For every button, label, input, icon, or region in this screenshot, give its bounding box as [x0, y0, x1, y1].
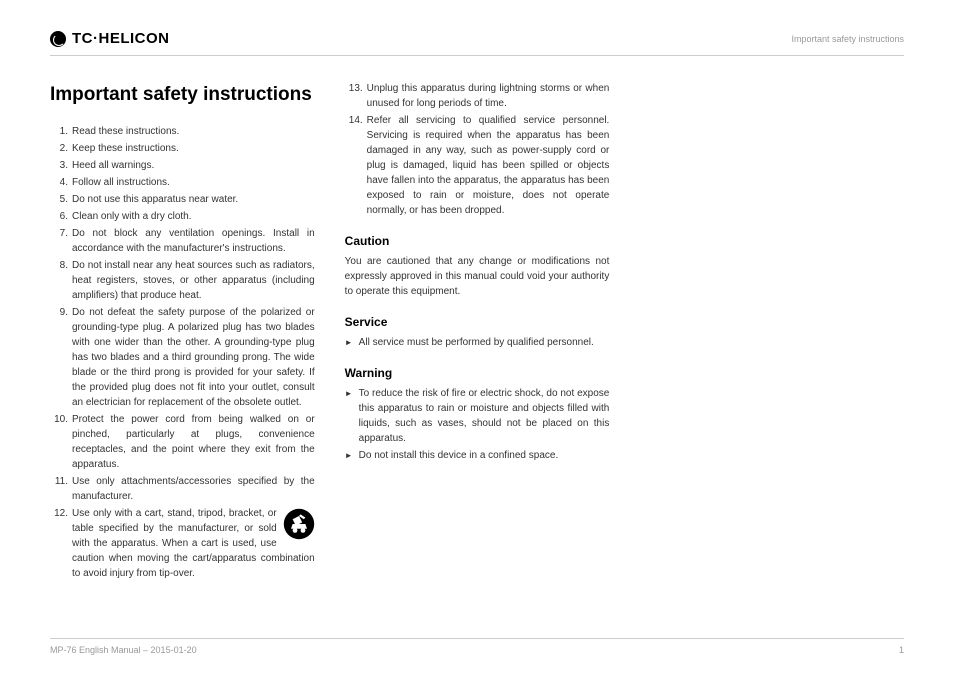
- list-item: Do not use this apparatus near water.: [50, 192, 315, 207]
- list-item: To reduce the risk of fire or electric s…: [345, 386, 610, 446]
- list-item: Do not install near any heat sources suc…: [50, 258, 315, 303]
- list-item: Read these instructions.: [50, 124, 315, 139]
- list-item: Do not defeat the safety purpose of the …: [50, 305, 315, 410]
- list-item: Use only attachments/accessories specifi…: [50, 474, 315, 504]
- column-right: [639, 81, 904, 583]
- header-section-label: Important safety instructions: [791, 34, 904, 44]
- list-item: Follow all instructions.: [50, 175, 315, 190]
- logo-text: TC·HELICON: [72, 30, 170, 47]
- list-item: Do not block any ventilation openings. I…: [50, 226, 315, 256]
- content-area: Important safety instructions Read these…: [50, 81, 904, 583]
- list-item: Clean only with a dry cloth.: [50, 209, 315, 224]
- page-title: Important safety instructions: [50, 81, 315, 110]
- list-item: Keep these instructions.: [50, 141, 315, 156]
- column-left: Important safety instructions Read these…: [50, 81, 315, 583]
- list-item: Use only with a cart, stand, tripod, bra…: [50, 506, 315, 581]
- list-item: Heed all warnings.: [50, 158, 315, 173]
- caution-heading: Caution: [345, 232, 610, 250]
- caution-text: You are cautioned that any change or mod…: [345, 254, 610, 299]
- footer-left: MP-76 English Manual – 2015-01-20: [50, 645, 197, 655]
- page-footer: MP-76 English Manual – 2015-01-20 1: [50, 638, 904, 655]
- safety-list-part1: Read these instructions. Keep these instr…: [50, 124, 315, 581]
- service-list: All service must be performed by qualifi…: [345, 335, 610, 350]
- list-item: Do not install this device in a confined…: [345, 448, 610, 463]
- footer-page-number: 1: [899, 645, 904, 655]
- service-heading: Service: [345, 313, 610, 331]
- list-item: Refer all servicing to qualified service…: [345, 113, 610, 218]
- logo-icon: [50, 31, 66, 47]
- warning-list: To reduce the risk of fire or electric s…: [345, 386, 610, 463]
- list-item: Protect the power cord from being walked…: [50, 412, 315, 472]
- page-header: TC·HELICON Important safety instructions: [50, 30, 904, 56]
- column-middle: Unplug this apparatus during lightning s…: [345, 81, 610, 583]
- list-item: Unplug this apparatus during lightning s…: [345, 81, 610, 111]
- brand-logo: TC·HELICON: [50, 30, 170, 47]
- safety-list-part2: Unplug this apparatus during lightning s…: [345, 81, 610, 218]
- cart-tipover-icon: [283, 508, 315, 540]
- list-item: All service must be performed by qualifi…: [345, 335, 610, 350]
- warning-heading: Warning: [345, 364, 610, 382]
